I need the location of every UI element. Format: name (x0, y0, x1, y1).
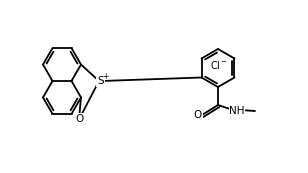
Text: +: + (103, 72, 109, 81)
Text: NH: NH (229, 106, 245, 116)
Text: Cl$^-$: Cl$^-$ (210, 59, 228, 71)
Text: O: O (194, 110, 202, 120)
Text: S: S (97, 76, 104, 86)
Text: O: O (75, 115, 83, 124)
